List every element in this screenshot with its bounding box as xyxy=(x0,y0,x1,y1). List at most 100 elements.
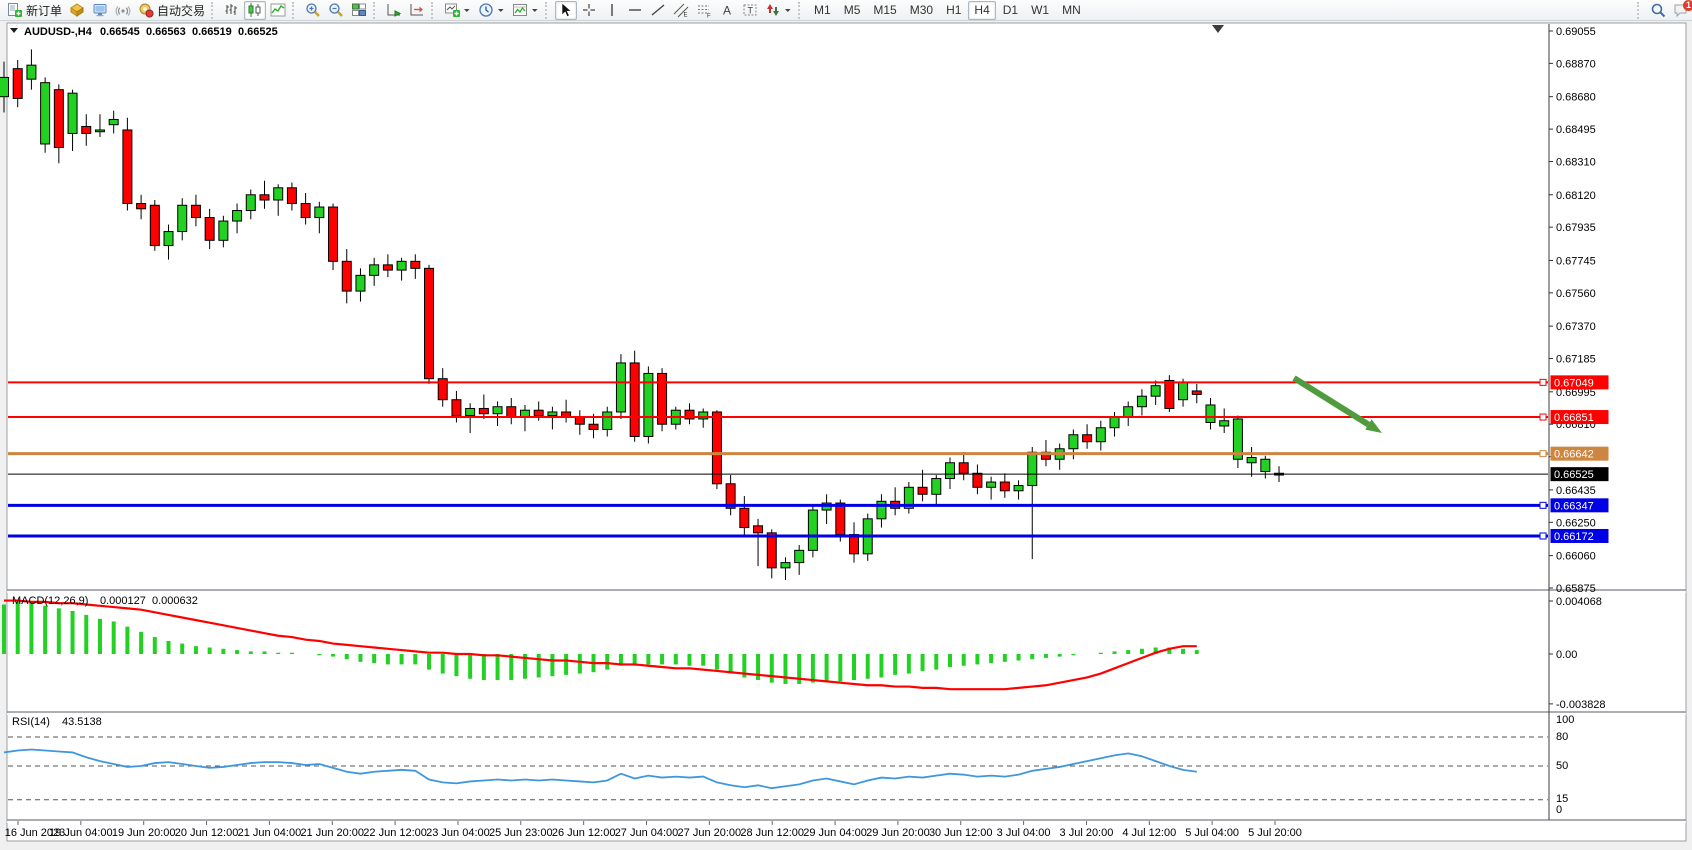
time-axis-label: 3 Jul 20:00 xyxy=(1060,827,1114,839)
line-chart-button[interactable] xyxy=(267,1,289,20)
autotrading-button-label: 自动交易 xyxy=(157,2,205,19)
timeframe-m1[interactable]: M1 xyxy=(808,1,837,20)
vertical-line-button[interactable] xyxy=(601,1,623,20)
macd-axis-zero: 0.00 xyxy=(1556,649,1577,661)
timeframe-m15[interactable]: M15 xyxy=(867,1,902,20)
chart-shift-button[interactable] xyxy=(406,1,428,20)
ohlc-open: 0.66545 xyxy=(100,26,140,38)
bull-candle xyxy=(1069,435,1078,449)
bear-candle xyxy=(123,130,132,204)
bull-candle xyxy=(233,211,242,222)
chevron-down-icon xyxy=(531,2,539,18)
template-button[interactable] xyxy=(509,1,542,20)
bear-candle xyxy=(1192,391,1201,395)
search-button[interactable] xyxy=(1647,1,1669,20)
bull-candle xyxy=(1261,459,1270,471)
level-price-label-text: 0.66347 xyxy=(1554,500,1594,512)
bear-candle xyxy=(973,473,982,487)
level-price-label-text: 0.67049 xyxy=(1554,377,1594,389)
period-button[interactable] xyxy=(475,1,508,20)
bull-candle xyxy=(603,412,612,430)
bear-candle xyxy=(301,204,310,218)
timeframe-mn[interactable]: MN xyxy=(1056,1,1087,20)
zoom-out-button[interactable] xyxy=(325,1,347,20)
bar-chart-icon xyxy=(224,2,240,18)
bull-candle xyxy=(1206,405,1215,423)
bear-candle xyxy=(191,205,200,217)
timeframe-m15-label: M15 xyxy=(873,3,896,17)
trendline-button[interactable] xyxy=(647,1,669,20)
horizontal-line-button[interactable] xyxy=(624,1,646,20)
bull-candle xyxy=(808,510,817,550)
bull-candle xyxy=(246,195,255,211)
bull-candle xyxy=(548,412,557,416)
arrows-button[interactable] xyxy=(762,1,795,20)
new-order-button[interactable]: 新订单 xyxy=(4,1,65,20)
gold-cube-icon xyxy=(69,2,85,18)
bull-candle xyxy=(1110,417,1119,428)
chevron-down-icon xyxy=(497,2,505,18)
bear-candle xyxy=(1083,435,1092,442)
time-axis-label: 22 Jun 12:00 xyxy=(363,827,427,839)
bar-chart-button[interactable] xyxy=(221,1,243,20)
crosshair-button[interactable] xyxy=(578,1,600,20)
timeframe-h1[interactable]: H1 xyxy=(940,1,967,20)
tile-windows-icon xyxy=(351,2,367,18)
tile-windows-button[interactable] xyxy=(348,1,370,20)
trendline-icon xyxy=(650,2,666,18)
bear-candle xyxy=(287,188,296,204)
toolbar-separator xyxy=(1637,2,1644,19)
terminal-button[interactable] xyxy=(89,1,111,20)
market-depth-button[interactable] xyxy=(66,1,88,20)
notification-badge: 1 xyxy=(1683,0,1692,11)
timeframe-d1[interactable]: D1 xyxy=(997,1,1024,20)
bear-candle xyxy=(754,526,763,533)
timeframe-m30[interactable]: M30 xyxy=(904,1,939,20)
macd-value-signal: 0.000632 xyxy=(152,595,198,607)
bear-candle xyxy=(589,424,598,429)
bull-candle xyxy=(178,205,187,231)
timeframe-m30-label: M30 xyxy=(910,3,933,17)
bear-candle xyxy=(479,408,488,413)
timeframe-w1[interactable]: W1 xyxy=(1025,1,1055,20)
bear-candle xyxy=(205,218,214,241)
price-tick-label: 0.67935 xyxy=(1556,222,1596,234)
auto-scroll-button[interactable] xyxy=(383,1,405,20)
bull-candle xyxy=(95,130,104,132)
timeframe-m5[interactable]: M5 xyxy=(838,1,867,20)
bear-candle xyxy=(1165,380,1174,408)
time-axis-label: 27 Jun 04:00 xyxy=(615,827,679,839)
toolbar-group-right: 1 xyxy=(1647,1,1692,20)
new-chart-button[interactable] xyxy=(441,1,474,20)
text-button[interactable]: A xyxy=(716,1,738,20)
toolbar-group-new-objects xyxy=(441,1,542,20)
fibonacci-button[interactable]: F xyxy=(693,1,715,20)
timeframe-mn-label: MN xyxy=(1062,3,1081,17)
time-axis-label: 5 Jul 04:00 xyxy=(1185,827,1239,839)
time-axis-label: 29 Jun 20:00 xyxy=(866,827,930,839)
notifications-button[interactable]: 1 xyxy=(1670,1,1692,20)
timeframe-h4[interactable]: H4 xyxy=(968,1,995,20)
time-axis-label: 5 Jul 20:00 xyxy=(1248,827,1302,839)
price-tick-label: 0.66060 xyxy=(1556,551,1596,563)
bull-candle xyxy=(219,221,228,240)
zoom-in-button[interactable] xyxy=(302,1,324,20)
new-chart-icon xyxy=(444,2,460,18)
price-tick-label: 0.69055 xyxy=(1556,26,1596,38)
text-label-button[interactable]: T xyxy=(739,1,761,20)
toolbar-separator xyxy=(292,2,299,19)
bull-candle xyxy=(1096,428,1105,442)
toolbar-group-trade: 新订单 自动交易 xyxy=(4,1,208,20)
candlestick-icon xyxy=(247,2,263,18)
signals-button[interactable] xyxy=(112,1,134,20)
price-tick-label: 0.66250 xyxy=(1556,517,1596,529)
cursor-button[interactable] xyxy=(555,1,577,20)
timeframe-h1-label: H1 xyxy=(946,3,961,17)
svg-text:F: F xyxy=(707,14,711,19)
autotrading-button[interactable]: 自动交易 xyxy=(135,1,208,20)
time-axis-label: 20 Jun 12:00 xyxy=(175,827,239,839)
candlestick-chart-button[interactable] xyxy=(244,1,266,20)
text-label-icon: T xyxy=(742,2,758,18)
equidistant-channel-button[interactable]: E xyxy=(670,1,692,20)
